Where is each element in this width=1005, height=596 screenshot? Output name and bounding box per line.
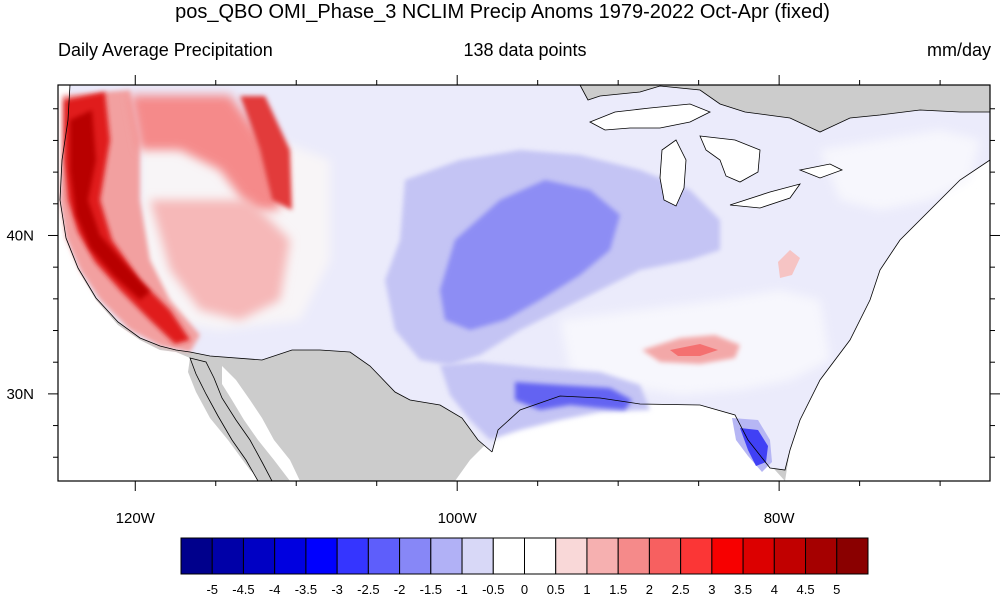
- colorbar-box: [773, 537, 807, 575]
- colorbar-label: -3.5: [295, 582, 317, 596]
- mexico-border: [189, 349, 493, 453]
- lat-tick-label: 40N: [6, 227, 34, 244]
- lon-tick-label: 80W: [764, 510, 796, 527]
- lake-superior: [589, 103, 711, 131]
- colorbar-label: 1: [583, 582, 590, 596]
- map-title: pos_QBO OMI_Phase_3 NCLIM Precip Anoms 1…: [175, 1, 830, 23]
- positive-anomaly-southeast-core: [670, 344, 718, 356]
- lat-tick-label: 30N: [6, 386, 34, 403]
- colorbar-box: [586, 537, 619, 575]
- colorbar-box: [555, 537, 588, 575]
- colorbar-label: 3: [708, 582, 715, 596]
- colorbar-label: 3.5: [734, 582, 752, 596]
- colorbar: [180, 537, 869, 575]
- coastline: [59, 85, 990, 471]
- colorbar-label: 0.5: [547, 582, 565, 596]
- canada-border: [70, 85, 990, 133]
- colorbar-box: [399, 537, 432, 575]
- colorbar-box: [524, 537, 557, 575]
- colorbar-label: -4: [269, 582, 281, 596]
- strong-negative-gulf-coast: [515, 382, 632, 410]
- lon-tick-label: 120W: [116, 510, 156, 527]
- gulf-of-california: [222, 366, 300, 481]
- colorbar-label: -2.5: [357, 582, 379, 596]
- map-plot-area: [58, 85, 990, 481]
- colorbar-box: [680, 537, 713, 575]
- colorbar-label: -4.5: [232, 582, 254, 596]
- colorbar-label: -3: [331, 582, 343, 596]
- colorbar-box: [805, 537, 838, 575]
- colorbar-label: -1: [456, 582, 468, 596]
- colorbar-label: 2.5: [672, 582, 690, 596]
- colorbar-box: [180, 537, 213, 575]
- ocean-pacific: [58, 85, 262, 481]
- colorbar-label: 4.5: [797, 582, 815, 596]
- near-zero-anomaly-northeast: [820, 130, 980, 210]
- positive-anomaly-rockies-patches: [150, 200, 290, 320]
- units-label: mm/day: [926, 40, 991, 60]
- center-string: 138 data points: [463, 40, 587, 60]
- map-frame: [57, 84, 991, 482]
- colorbar-label: 5: [833, 582, 840, 596]
- colorbar-box: [305, 537, 338, 575]
- ocean-atlantic: [785, 160, 990, 481]
- colorbar-label: 0: [521, 582, 528, 596]
- strong-negative-core: [440, 180, 620, 330]
- colorbar-box: [274, 537, 307, 575]
- left-string: Daily Average Precipitation: [58, 40, 273, 60]
- colorbar-box: [242, 537, 276, 575]
- colorbar-label: 1.5: [609, 582, 627, 596]
- lake-michigan: [659, 139, 687, 207]
- colorbar-box: [836, 537, 869, 575]
- colorbar-label: -2: [394, 582, 406, 596]
- colorbar-box: [742, 537, 775, 575]
- colorbar-box: [492, 537, 526, 575]
- colorbar-box: [461, 537, 494, 575]
- colorbar-box: [617, 537, 650, 575]
- colorbar-box: [648, 537, 682, 575]
- colorbar-label: -0.5: [482, 582, 504, 596]
- colorbar-label: -1.5: [420, 582, 442, 596]
- axis-tick-labels: 120W 100W 80W 40N 30N: [6, 227, 795, 527]
- lake-ontario: [798, 163, 844, 179]
- axis-ticks: [48, 75, 1000, 491]
- colorbar-labels: -5 -4.5 -4 -3.5 -3 -2.5 -2 -1.5 -1 -0.5 0 0.5 1 1.5 2 2…: [206, 582, 840, 596]
- extreme-positive-coast: [70, 110, 150, 300]
- baja-california: [189, 357, 273, 481]
- lon-tick-label: 100W: [438, 510, 478, 527]
- positive-anomaly-northern-band: [240, 96, 292, 210]
- colorbar-box: [367, 537, 401, 575]
- colorbar-label: 4: [771, 582, 778, 596]
- positive-anomaly-kentucky: [778, 250, 800, 278]
- colorbar-box: [336, 537, 369, 575]
- colorbar-label: 2: [646, 582, 653, 596]
- lake-huron: [699, 135, 761, 183]
- colorbar-label: -5: [206, 582, 218, 596]
- colorbar-box: [711, 537, 744, 575]
- lake-erie: [729, 183, 801, 209]
- colorbar-box: [211, 537, 244, 575]
- positive-anomaly-northern-rockies: [130, 95, 280, 210]
- colorbar-box: [430, 537, 463, 575]
